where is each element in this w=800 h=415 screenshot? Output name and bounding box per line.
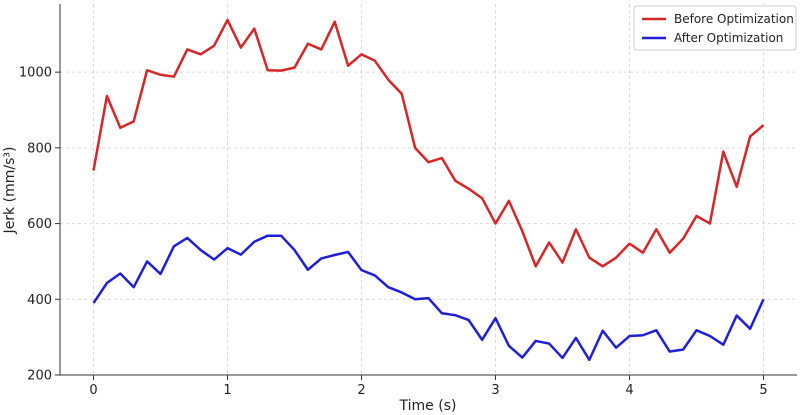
axes	[59, 4, 797, 376]
x-axis-label: Time (s)	[399, 398, 457, 414]
x-tick-label: 2	[357, 383, 365, 398]
series-line-after-optimization	[92, 234, 765, 362]
grid	[60, 4, 797, 376]
legend-box	[633, 5, 797, 51]
y-tick-label: 1000	[19, 66, 52, 81]
x-tick-label: 4	[625, 383, 633, 398]
legend-label-after: After Optimization	[674, 31, 783, 45]
x-tick-label: 0	[89, 383, 97, 398]
legend: Before Optimization After Optimization	[633, 5, 797, 51]
y-tick-label: 200	[27, 369, 52, 384]
tick-labels: 0 1 2 3 4 5 200 400 600 800 1000	[19, 66, 768, 398]
legend-label-before: Before Optimization	[674, 12, 794, 26]
y-tick-label: 600	[27, 217, 52, 232]
x-tick-label: 1	[223, 383, 231, 398]
y-tick-label: 800	[27, 141, 52, 156]
y-axis-label: Jerk (mm/s³)	[2, 147, 18, 235]
x-tick-label: 5	[759, 383, 767, 398]
series-line-before-optimization	[92, 18, 765, 268]
x-tick-label: 3	[491, 383, 499, 398]
y-tick-label: 400	[27, 293, 52, 308]
series-lines	[92, 18, 765, 362]
